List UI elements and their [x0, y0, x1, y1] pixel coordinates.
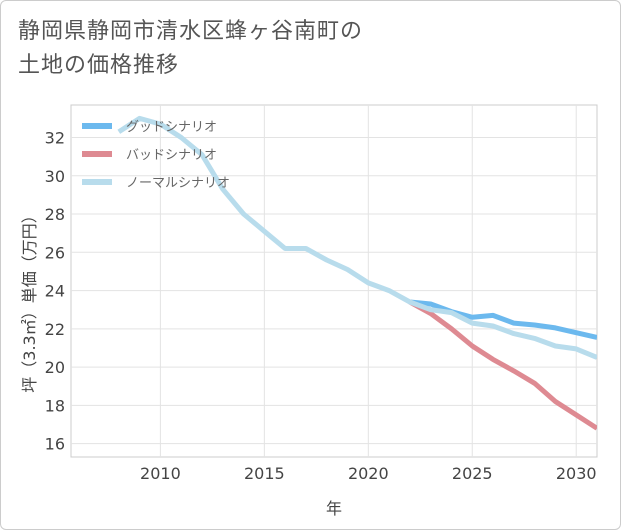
- y-tick-label: 22: [45, 320, 65, 339]
- legend-label-bad: バッドシナリオ: [126, 148, 217, 163]
- plot-area: [70, 104, 598, 458]
- x-tick-label: 2020: [348, 464, 389, 483]
- legend-label-normal: ノーマルシナリオ: [126, 176, 230, 191]
- legend-swatch-good: [82, 123, 112, 129]
- series-line-good: [409, 299, 597, 340]
- y-tick-label: 16: [45, 435, 65, 454]
- series-line-bad: [408, 299, 597, 431]
- chart-title-line2: 土地の価格推移: [18, 53, 180, 78]
- y-tick-label: 24: [45, 282, 65, 301]
- y-tick-label: 28: [45, 205, 65, 224]
- y-tick-label: 18: [45, 396, 65, 415]
- series-line-normal: [117, 115, 597, 360]
- chart-title: 静岡県静岡市清水区蜂ヶ谷南町の 土地の価格推移: [18, 15, 578, 83]
- x-tick-label: 2025: [452, 464, 493, 483]
- x-tick-label: 2030: [556, 464, 597, 483]
- x-axis-label: 年: [326, 499, 342, 518]
- x-tick-label: 2010: [140, 464, 181, 483]
- y-tick-label: 30: [45, 167, 65, 186]
- legend-label-good: グッドシナリオ: [126, 120, 217, 135]
- series-lines: [117, 115, 597, 431]
- y-tick-label: 20: [45, 358, 65, 377]
- tick-labels: 16 18 20 22 24 26 28 30 32 2010 2015 2020 2025 2030: [45, 129, 597, 483]
- y-axis-label: 坪（3.3㎡）単価（万円）: [20, 207, 39, 392]
- legend-swatch-bad: [82, 151, 112, 157]
- chart-title-line1: 静岡県静岡市清水区蜂ヶ谷南町の: [18, 19, 364, 44]
- legend-swatch-normal: [82, 179, 112, 185]
- x-tick-label: 2015: [244, 464, 285, 483]
- y-tick-label: 32: [45, 129, 65, 148]
- y-tick-label: 26: [45, 243, 65, 262]
